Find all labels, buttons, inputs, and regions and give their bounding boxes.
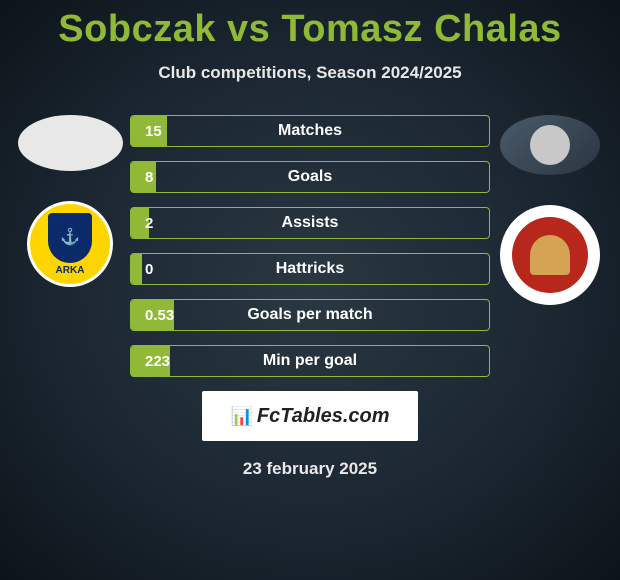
player-right-avatar <box>500 115 600 175</box>
stat-row: 8Goals <box>130 161 490 193</box>
club-left-badge: ⚓ ARKA <box>27 201 113 287</box>
crown-icon: ⚓ <box>60 229 80 247</box>
stat-label: Min per goal <box>131 352 489 370</box>
brand-footer: 📊 FcTables.com <box>202 391 418 441</box>
stat-label: Goals per match <box>131 306 489 324</box>
player-left-avatar <box>18 115 123 171</box>
chart-icon: 📊 <box>230 406 252 427</box>
club-right-badge <box>500 205 600 305</box>
club-left-shield: ⚓ ARKA <box>48 213 92 276</box>
club-right-inner <box>512 217 588 293</box>
stat-label: Hattricks <box>131 260 489 278</box>
stat-label: Goals <box>131 168 489 186</box>
stat-row: 0Hattricks <box>130 253 490 285</box>
stat-label: Assists <box>131 214 489 232</box>
left-player-column: ⚓ ARKA <box>10 115 130 287</box>
comparison-content: ⚓ ARKA 15Matches 8Goals 2Assists 0Hattricks… <box>0 115 620 377</box>
brand-text: 📊 FcTables.com <box>230 405 389 428</box>
stat-row: 0.53Goals per match <box>130 299 490 331</box>
right-player-column <box>490 115 610 305</box>
page-title: Sobczak vs Tomasz Chalas <box>0 0 620 51</box>
stats-column: 15Matches 8Goals 2Assists 0Hattricks 0.53Goa… <box>130 115 490 377</box>
date-line: 23 february 2025 <box>0 459 620 479</box>
stat-row: 2Assists <box>130 207 490 239</box>
stat-row: 223Min per goal <box>130 345 490 377</box>
club-right-emblem <box>530 235 570 275</box>
brand-label: FcTables.com <box>257 405 390 428</box>
player-right-avatar-inner <box>530 125 570 165</box>
stat-row: 15Matches <box>130 115 490 147</box>
stat-label: Matches <box>131 122 489 140</box>
subtitle: Club competitions, Season 2024/2025 <box>0 63 620 83</box>
club-left-name: ARKA <box>56 265 85 276</box>
